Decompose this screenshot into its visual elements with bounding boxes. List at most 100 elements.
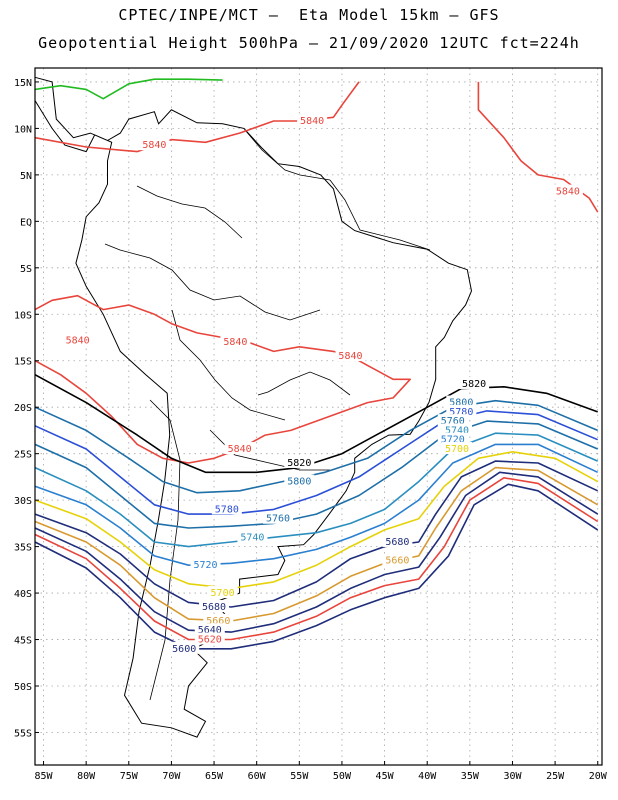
lon-tick-label: 55W — [290, 771, 309, 782]
lat-tick-label: 40S — [14, 589, 32, 600]
contour-label: 5840 — [223, 337, 247, 348]
contour-line-5840-atlantic — [477, 81, 599, 213]
lat-tick-label: 5S — [20, 264, 32, 275]
contour-line-5840-south — [34, 294, 412, 464]
lat-tick-label: EQ — [20, 217, 32, 228]
lat-tick-label: 30S — [14, 496, 32, 507]
country-borders — [104, 129, 431, 701]
contour-label-bg — [335, 349, 366, 362]
contour-label-bg — [382, 534, 413, 547]
contour-line-5720 — [34, 443, 599, 567]
contour-label: 5640 — [198, 625, 222, 636]
contour-label-bg — [382, 553, 413, 566]
lat-tick-label: 10N — [14, 124, 32, 135]
lon-tick-label: 40W — [418, 771, 437, 782]
contour-label: 5840 — [338, 351, 362, 362]
contour-label-bg — [220, 335, 251, 348]
contour-label-bg — [194, 623, 225, 636]
contour-label: 5600 — [172, 644, 196, 655]
contour-label: 5740 — [240, 532, 264, 543]
lat-tick-label: 15S — [14, 357, 32, 368]
lon-tick-label: 35W — [461, 771, 480, 782]
contour-label: 5840 — [66, 335, 90, 346]
contour-label-bg — [224, 442, 255, 455]
contour-line-5700 — [34, 450, 599, 590]
contour-label: 5660 — [385, 556, 409, 567]
contour-label: 5700 — [211, 588, 235, 599]
lon-tick-label: 50W — [333, 771, 352, 782]
lon-tick-label: 70W — [162, 771, 181, 782]
contour-label-bg — [199, 600, 230, 613]
lon-tick-label: 65W — [205, 771, 224, 782]
contour-label: 5840 — [300, 116, 324, 127]
contour-label: 5840 — [556, 187, 580, 198]
contour-line-5600 — [34, 483, 599, 650]
title-line-1: CPTEC/INPE/MCT – Eta Model 15km – GFS — [118, 6, 500, 24]
contour-label-bg — [437, 414, 468, 427]
lat-tick-label: 35S — [14, 543, 32, 554]
contour-label-bg — [442, 442, 473, 455]
contour-line-5740 — [34, 432, 599, 548]
contour-label-bg — [62, 333, 93, 346]
contour-label: 5820 — [287, 458, 311, 469]
graticule-grid — [35, 68, 602, 765]
contour-line-5840-north — [34, 81, 360, 153]
contour-label-bg — [139, 138, 170, 151]
contour-label: 5780 — [215, 504, 239, 515]
contour-label-bg — [284, 474, 315, 487]
contour-label: 5740 — [445, 425, 469, 436]
contour-label-bg — [446, 404, 477, 417]
lat-tick-label: 55S — [14, 728, 32, 739]
lat-tick-label: 10S — [14, 310, 32, 321]
contour-label-bg — [211, 502, 242, 515]
geopotential-contours — [34, 78, 599, 650]
contour-line-5780 — [34, 410, 599, 515]
contour-label-bg — [442, 423, 473, 436]
contour-line-5620 — [34, 476, 599, 641]
contour-label: 5800 — [449, 398, 473, 409]
contour-label-bg — [437, 432, 468, 445]
plot-frame — [34, 67, 603, 766]
contour-label: 5680 — [385, 537, 409, 548]
contour-label-bg — [552, 184, 583, 197]
contour-label: 5700 — [445, 444, 469, 455]
lat-tick-label: 20S — [14, 403, 32, 414]
contour-label: 5760 — [441, 416, 465, 427]
contour-label: 5800 — [287, 477, 311, 488]
contour-line-5760 — [34, 420, 599, 529]
contour-label-bg — [207, 586, 238, 599]
contour-line-5860 — [34, 78, 223, 100]
lon-tick-label: 75W — [120, 771, 139, 782]
lon-tick-label: 45W — [376, 771, 395, 782]
contour-line-5820 — [34, 373, 598, 474]
coastline — [34, 76, 473, 738]
contour-label: 5760 — [266, 514, 290, 525]
contour-label-bg — [190, 558, 221, 571]
lat-tick-label: 15N — [14, 78, 32, 89]
title-line-2: Geopotential Height 500hPa – 21/09/2020 … — [38, 34, 580, 52]
lon-tick-label: 85W — [34, 771, 53, 782]
lat-tick-label: 45S — [14, 636, 32, 647]
lon-tick-label: 80W — [77, 771, 96, 782]
coastline-path — [34, 76, 473, 738]
contour-line-5660 — [34, 466, 599, 622]
lat-tick-label: 5N — [20, 171, 32, 182]
lon-tick-label: 20W — [589, 771, 608, 782]
contour-label-bg — [459, 376, 490, 389]
contour-label-bg — [263, 511, 293, 524]
contour-label: 5720 — [441, 435, 465, 446]
contour-label-bg — [203, 613, 234, 626]
contour-label: 5720 — [193, 560, 217, 571]
contour-label-bg — [297, 113, 328, 126]
contour-label-bg — [194, 632, 225, 645]
lon-tick-label: 30W — [503, 771, 522, 782]
lat-tick-label: 50S — [14, 682, 32, 693]
contour-label: 5780 — [449, 407, 473, 418]
contour-label: 5820 — [462, 379, 486, 390]
contour-label-bg — [169, 641, 200, 654]
contour-label-bg — [446, 395, 477, 408]
contour-line-5680 — [34, 460, 599, 608]
axis-tick-labels: 15N 10N 5N EQ 5S 10S 15S 20S 25S 30S 35S 40S 45S 50S 5… — [14, 78, 608, 782]
lon-tick-label: 25W — [546, 771, 565, 782]
